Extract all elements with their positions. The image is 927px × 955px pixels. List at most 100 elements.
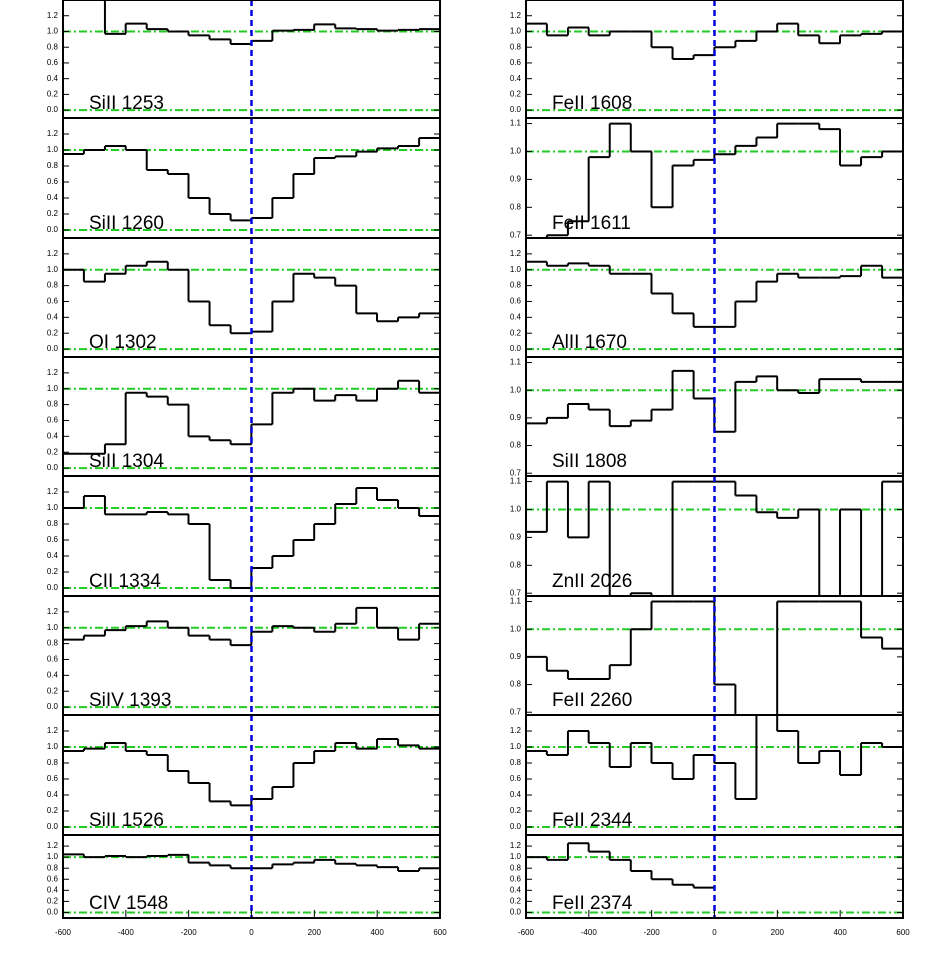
panel [63, 715, 440, 835]
y-tick-label: 1.0 [47, 265, 59, 274]
panel [526, 0, 903, 118]
y-tick-label: 0.2 [47, 447, 59, 456]
y-tick-label: 1.0 [510, 505, 522, 514]
y-tick-label: 0.0 [47, 105, 59, 114]
y-tick-label: 0.9 [510, 533, 522, 542]
y-tick-label: 0.6 [47, 774, 59, 783]
y-tick-label: 0.6 [47, 874, 59, 883]
y-tick-label: 0.2 [47, 209, 59, 218]
y-tick-label: 1.1 [510, 119, 522, 128]
line-label: FeII 2374 [552, 893, 633, 914]
x-tick-label: -200 [644, 928, 661, 937]
y-tick-label: 0.6 [47, 416, 59, 425]
line-label: SiII 1526 [89, 810, 164, 831]
line-label: ZnII 2026 [552, 571, 632, 592]
y-tick-label: 0.7 [510, 707, 522, 716]
y-tick-label: 0.4 [510, 74, 522, 83]
y-tick-label: 1.1 [510, 358, 522, 367]
y-tick-label: 0.8 [47, 281, 59, 290]
y-tick-label: 0.4 [47, 670, 59, 679]
y-tick-label: 1.2 [47, 129, 59, 138]
y-tick-label: 1.2 [47, 249, 59, 258]
y-tick-label: 1.1 [510, 477, 522, 486]
panel [526, 118, 903, 238]
y-tick-label: 0.6 [47, 655, 59, 664]
line-label: SiIV 1393 [89, 690, 171, 711]
y-tick-label: 0.2 [47, 328, 59, 337]
y-tick-label: 0.4 [510, 312, 522, 321]
panel [63, 0, 440, 118]
y-tick-label: 0.9 [510, 175, 522, 184]
y-tick-label: 0.2 [47, 897, 59, 906]
y-tick-label: 0.2 [510, 806, 522, 815]
y-tick-label: 0.8 [47, 639, 59, 648]
y-tick-label: 1.2 [510, 249, 522, 258]
y-tick-label: 1.0 [47, 145, 59, 154]
panel [526, 476, 903, 596]
x-tick-label: 200 [308, 928, 322, 937]
y-tick-label: 0.0 [47, 463, 59, 472]
panel [63, 238, 440, 357]
x-tick-label: -200 [181, 928, 198, 937]
y-tick-label: 0.7 [510, 588, 522, 597]
line-label: SiII 1304 [89, 451, 164, 472]
y-tick-label: 0.0 [47, 225, 59, 234]
y-tick-label: 0.8 [47, 519, 59, 528]
y-tick-label: 1.2 [47, 487, 59, 496]
x-tick-label: 0 [712, 928, 717, 937]
y-tick-label: 0.8 [510, 560, 522, 569]
panel [63, 118, 440, 238]
y-tick-label: 1.0 [47, 623, 59, 632]
y-tick-label: 0.0 [47, 583, 59, 592]
y-tick-label: 0.6 [510, 774, 522, 783]
y-tick-label: 1.2 [47, 368, 59, 377]
y-tick-label: 0.2 [47, 686, 59, 695]
y-tick-label: 1.0 [47, 852, 59, 861]
panel [526, 715, 903, 835]
y-tick-label: 0.8 [510, 202, 522, 211]
y-tick-label: 1.2 [47, 726, 59, 735]
y-tick-label: 0.0 [510, 822, 522, 831]
y-tick-label: 1.0 [510, 265, 522, 274]
x-tick-label: 200 [771, 928, 785, 937]
y-tick-label: 1.0 [47, 503, 59, 512]
y-tick-label: 1.2 [510, 11, 522, 20]
y-tick-label: 0.7 [510, 230, 522, 239]
y-tick-label: 1.2 [510, 726, 522, 735]
panel [63, 476, 440, 596]
y-tick-label: 0.8 [510, 758, 522, 767]
y-tick-label: 0.8 [510, 680, 522, 689]
line-label: FeII 2344 [552, 810, 633, 831]
x-tick-label: 400 [370, 928, 384, 937]
x-tick-label: 400 [833, 928, 847, 937]
y-tick-label: 0.2 [510, 328, 522, 337]
y-tick-label: 1.2 [510, 841, 522, 850]
line-label: SiII 1808 [552, 451, 627, 472]
line-label: AlII 1670 [552, 332, 627, 353]
y-tick-label: 0.9 [510, 413, 522, 422]
y-tick-label: 1.0 [510, 742, 522, 751]
y-tick-label: 0.2 [47, 90, 59, 99]
y-tick-label: 0.2 [47, 567, 59, 576]
line-label: FeII 1608 [552, 93, 632, 114]
panel [63, 596, 440, 715]
y-tick-label: 0.4 [510, 885, 522, 894]
panel [63, 357, 440, 476]
y-tick-label: 0.8 [47, 42, 59, 51]
y-tick-label: 0.8 [510, 42, 522, 51]
line-label: SiII 1260 [89, 213, 164, 234]
y-tick-label: 0.6 [47, 535, 59, 544]
x-tick-label: 0 [249, 928, 254, 937]
x-tick-label: 600 [896, 928, 910, 937]
y-tick-label: 0.0 [47, 822, 59, 831]
panel [526, 238, 903, 357]
y-tick-label: 0.4 [47, 312, 59, 321]
y-tick-label: 0.0 [510, 105, 522, 114]
y-tick-label: 0.2 [47, 806, 59, 815]
y-tick-label: 1.0 [510, 624, 522, 633]
y-tick-label: 1.0 [47, 27, 59, 36]
x-tick-label: -400 [581, 928, 598, 937]
y-tick-label: 0.8 [510, 863, 522, 872]
line-label: FeII 2260 [552, 690, 632, 711]
